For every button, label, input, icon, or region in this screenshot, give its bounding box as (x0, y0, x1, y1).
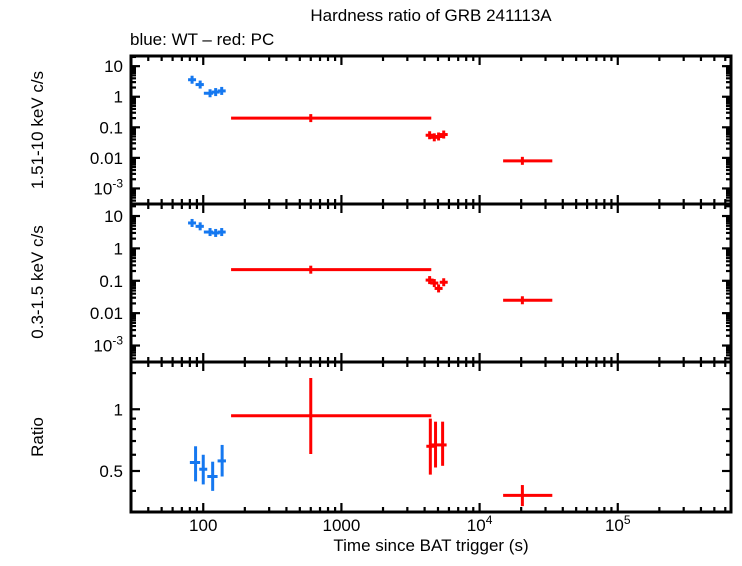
panel-hard-series-pc (231, 114, 553, 165)
panel-soft-series-wt (188, 218, 226, 237)
x-tick-label: 105 (605, 513, 631, 535)
y-tick-label: 10-3 (93, 176, 123, 198)
panel-ratio-series-pc (231, 378, 553, 507)
y-tick-label: 0.1 (99, 272, 123, 291)
x-tick-label: 100 (189, 516, 217, 535)
panel-ratio-series-wt (189, 444, 226, 491)
chart-title: Hardness ratio of GRB 241113A (310, 6, 552, 25)
panel-soft: 10 1 0.1 0.01 10-3 (90, 202, 733, 364)
chart-legend-subtitle: blue: WT – red: PC (130, 30, 275, 49)
x-tick-label: 104 (467, 513, 493, 535)
y-tick-label: 0.5 (99, 462, 123, 481)
y-tick-label: 1 (114, 239, 123, 258)
panel-ratio: 10.5 (99, 360, 733, 514)
y-tick-label: 10-3 (93, 334, 123, 356)
y-tick-label: 10 (104, 207, 123, 226)
x-axis-label: Time since BAT trigger (s) (333, 536, 529, 555)
x-tick-labels: 100 1000 104 105 (189, 513, 631, 535)
panel-hard-series-wt (188, 75, 226, 98)
y-tick-label: 10 (104, 57, 123, 76)
y-tick-label: 1 (114, 88, 123, 107)
panel-hard: 10 1 0.1 0.01 10-3 (90, 54, 733, 206)
y-tick-label: 1 (114, 400, 123, 419)
panel-soft-series-pc (231, 265, 553, 305)
x-tick-label: 1000 (323, 516, 361, 535)
y-tick-label: 0.01 (90, 304, 123, 323)
y-tick-label: 0.01 (90, 149, 123, 168)
y-tick-label: 0.1 (99, 118, 123, 137)
